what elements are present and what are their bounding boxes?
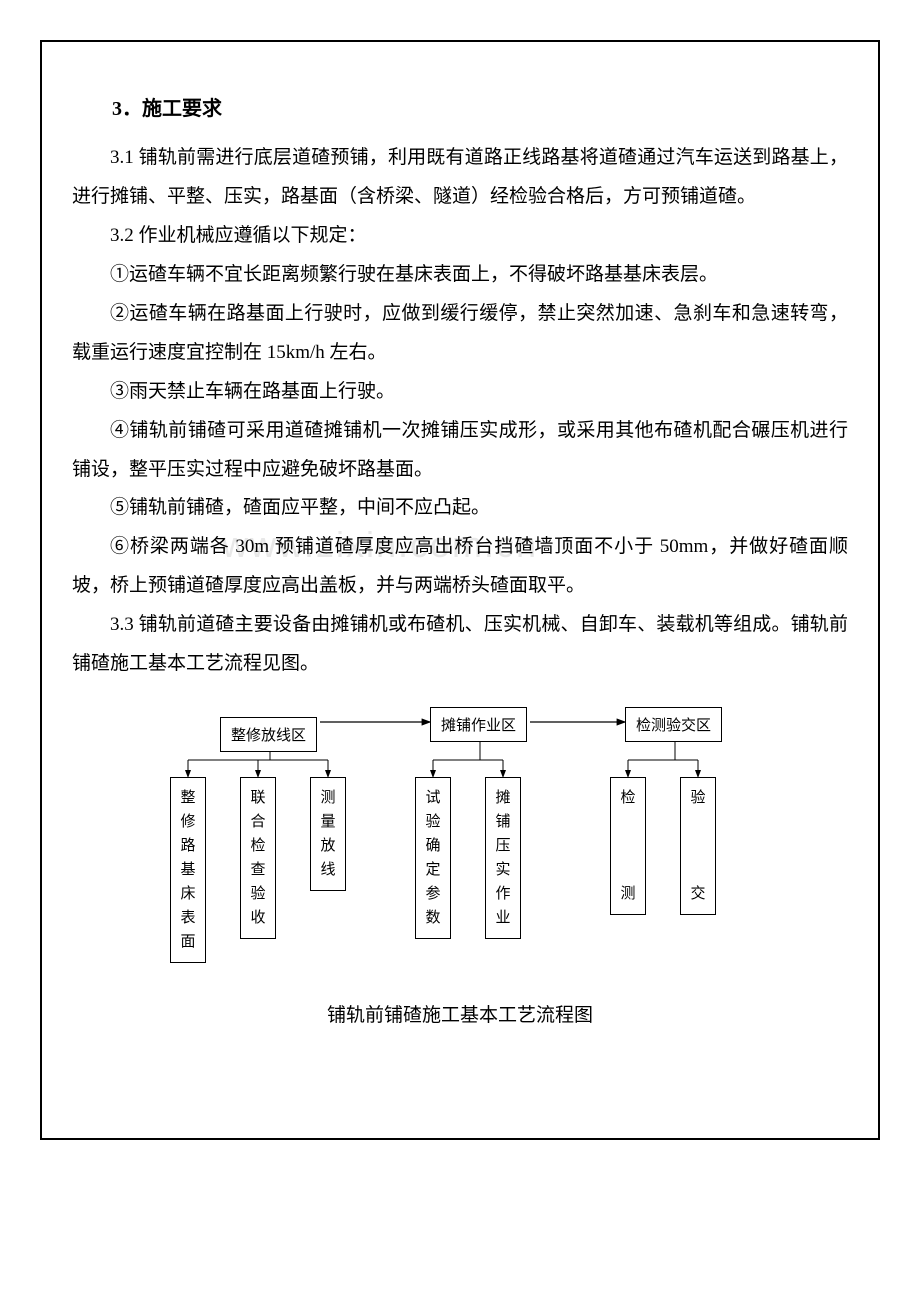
- flowchart-step-box: 联合检查验收: [240, 777, 276, 939]
- flowchart-zone-box: 摊铺作业区: [430, 707, 527, 742]
- paragraph-3-2: 3.2 作业机械应遵循以下规定：: [72, 217, 848, 256]
- flowchart-step-box: 验 交: [680, 777, 716, 915]
- flowchart-zone-box: 检测验交区: [625, 707, 722, 742]
- flowchart-step-box: 测量放线: [310, 777, 346, 891]
- paragraph-item-4: ④铺轨前铺碴可采用道碴摊铺机一次摊铺压实成形，或采用其他布碴机配合碾压机进行铺设…: [72, 412, 848, 490]
- section-title: 3．施工要求: [72, 92, 848, 121]
- paragraph-item-1: ①运碴车辆不宜长距离频繁行驶在基床表面上，不得破坏路基基床表层。: [72, 256, 848, 295]
- paragraph-item-2: ②运碴车辆在路基面上行驶时，应做到缓行缓停，禁止突然加速、急刹车和急速转弯，载重…: [72, 295, 848, 373]
- page-border: 3．施工要求 3.1 铺轨前需进行底层道碴预铺，利用既有道路正线路基将道碴通过汽…: [40, 40, 880, 1140]
- flowchart: 整修放线区 摊铺作业区 检测验交区 整修路基床表面联合检查验收测量放线 试验确定参数摊…: [150, 702, 770, 982]
- paragraph-3-3: 3.3 铺轨前道碴主要设备由摊铺机或布碴机、压实机械、自卸车、装载机等组成。铺轨…: [72, 606, 848, 684]
- flowchart-step-box: 整修路基床表面: [170, 777, 206, 963]
- flowchart-zone-box: 整修放线区: [220, 717, 317, 752]
- flowchart-caption: 铺轨前铺碴施工基本工艺流程图: [72, 1000, 848, 1027]
- paragraph-item-3: ③雨天禁止车辆在路基面上行驶。: [72, 373, 848, 412]
- flowchart-step-box: 检 测: [610, 777, 646, 915]
- paragraph-3-1: 3.1 铺轨前需进行底层道碴预铺，利用既有道路正线路基将道碴通过汽车运送到路基上…: [72, 139, 848, 217]
- flowchart-step-box: 摊铺压实作业: [485, 777, 521, 939]
- content-wrap: 3．施工要求 3.1 铺轨前需进行底层道碴预铺，利用既有道路正线路基将道碴通过汽…: [72, 92, 848, 1027]
- paragraph-item-6: ⑥桥梁两端各 30m 预铺道碴厚度应高出桥台挡碴墙顶面不小于 50mm，并做好碴…: [72, 528, 848, 606]
- paragraph-item-5: ⑤铺轨前铺碴，碴面应平整，中间不应凸起。: [72, 489, 848, 528]
- flowchart-step-box: 试验确定参数: [415, 777, 451, 939]
